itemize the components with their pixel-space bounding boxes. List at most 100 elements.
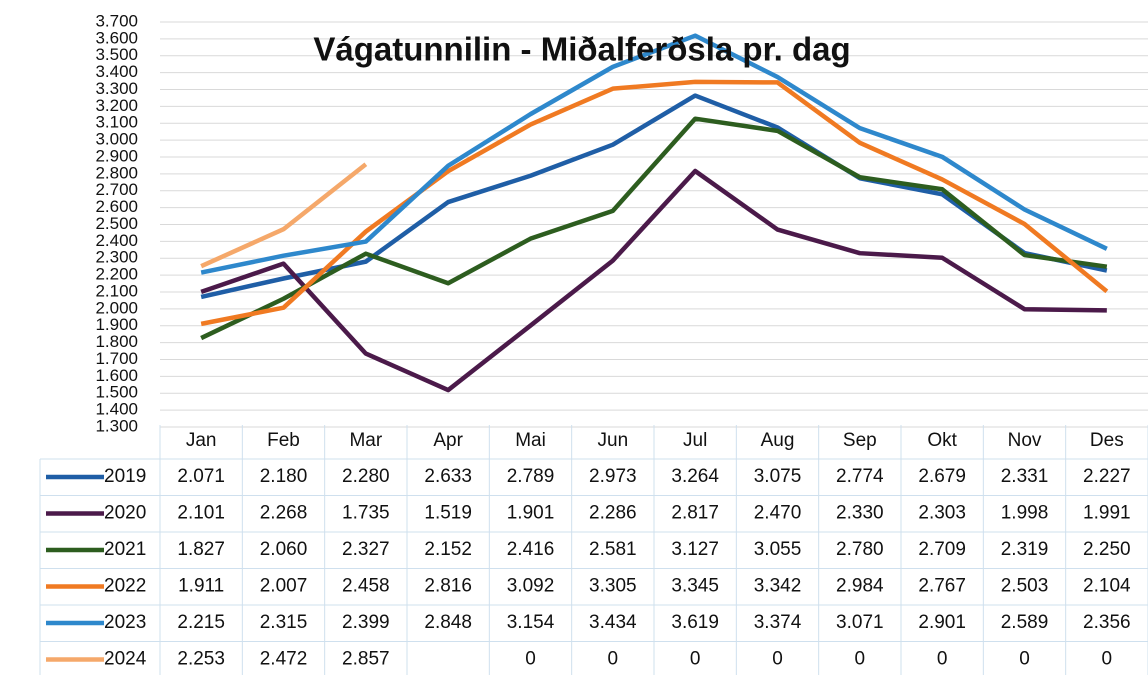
x-tick-label: Feb <box>267 430 300 451</box>
y-tick-label: 3.300 <box>95 79 138 98</box>
table-value: 1.998 <box>1001 503 1049 524</box>
table-value: 2.007 <box>260 576 308 597</box>
x-tick-label: Mai <box>515 430 546 451</box>
table-value: 2.679 <box>918 466 966 487</box>
series-line <box>200 33 1108 275</box>
table-value: 3.071 <box>836 612 884 633</box>
table-value: 3.075 <box>754 466 802 487</box>
table-value: 2.774 <box>836 466 884 487</box>
y-tick-label: 2.400 <box>95 231 138 250</box>
x-tick-label: Mar <box>349 430 382 451</box>
table-value: 2.215 <box>177 612 225 633</box>
y-tick-label: 3.100 <box>95 113 138 132</box>
table-value: 2.973 <box>589 466 637 487</box>
table-value: 2.152 <box>424 539 472 560</box>
table-value: 2.303 <box>918 503 966 524</box>
x-tick-label: Jan <box>186 430 217 451</box>
table-value: 2.709 <box>918 539 966 560</box>
x-tick-label: Des <box>1090 430 1124 451</box>
table-value: 2.589 <box>1001 612 1049 633</box>
table-value: 1.991 <box>1083 503 1131 524</box>
x-tick-label: Apr <box>433 430 463 451</box>
table-value: 2.330 <box>836 503 884 524</box>
table-value: 2.104 <box>1083 576 1131 597</box>
table-value: 0 <box>690 649 701 670</box>
series-line <box>200 93 1108 300</box>
y-tick-label: 1.600 <box>95 366 138 385</box>
legend-label: 2022 <box>104 576 146 597</box>
table-value: 3.264 <box>671 466 719 487</box>
table-value: 1.827 <box>177 539 225 560</box>
table-value: 2.356 <box>1083 612 1131 633</box>
table-value: 2.253 <box>177 649 225 670</box>
table-value: 3.345 <box>671 576 719 597</box>
legend-label: 2024 <box>104 649 147 670</box>
table-value: 2.767 <box>918 576 966 597</box>
table-value: 2.319 <box>1001 539 1049 560</box>
legend-label: 2021 <box>104 539 146 560</box>
table-value: 2.327 <box>342 539 390 560</box>
y-tick-label: 2.600 <box>95 197 138 216</box>
series-line <box>200 162 368 269</box>
table-value: 2.101 <box>177 503 225 524</box>
y-tick-label: 2.900 <box>95 146 138 165</box>
y-tick-label: 2.500 <box>95 214 138 233</box>
table-value: 2.268 <box>260 503 308 524</box>
table-value: 3.342 <box>754 576 802 597</box>
table-value: 3.305 <box>589 576 637 597</box>
table-value: 1.911 <box>178 576 224 597</box>
table-value: 2.399 <box>342 612 390 633</box>
y-tick-label: 3.700 <box>95 11 138 30</box>
y-tick-label: 2.800 <box>95 163 138 182</box>
table-value: 2.472 <box>260 649 308 670</box>
x-tick-label: Aug <box>761 430 795 451</box>
table-value: 2.416 <box>507 539 555 560</box>
table-value: 2.250 <box>1083 539 1131 560</box>
series-line <box>200 168 1107 393</box>
table-value: 2.331 <box>1001 466 1049 487</box>
table-value: 2.780 <box>836 539 884 560</box>
table-value: 2.503 <box>1001 576 1049 597</box>
table-value: 0 <box>1019 649 1030 670</box>
table-value: 2.984 <box>836 576 884 597</box>
table-value: 1.735 <box>342 503 390 524</box>
legend-label: 2020 <box>104 503 146 524</box>
table-value: 2.227 <box>1083 466 1131 487</box>
table-value: 0 <box>1102 649 1113 670</box>
series-line <box>200 116 1108 341</box>
y-tick-label: 2.300 <box>95 248 138 267</box>
table-value: 0 <box>608 649 619 670</box>
x-tick-label: Jun <box>598 430 629 451</box>
y-tick-label: 3.500 <box>95 45 138 64</box>
legend-label: 2019 <box>104 466 146 487</box>
table-value: 2.180 <box>260 466 308 487</box>
table-value: 0 <box>525 649 536 670</box>
table-value: 2.315 <box>260 612 308 633</box>
table-value: 2.581 <box>589 539 637 560</box>
y-tick-label: 2.700 <box>95 180 138 199</box>
x-tick-label: Okt <box>927 430 957 451</box>
table-value: 2.848 <box>424 612 472 633</box>
y-tick-label: 3.200 <box>95 96 138 115</box>
y-tick-label: 2.200 <box>95 265 138 284</box>
y-tick-label: 3.600 <box>95 28 138 47</box>
table-value: 2.470 <box>754 503 802 524</box>
table-value: 3.434 <box>589 612 637 633</box>
table-value: 1.901 <box>507 503 555 524</box>
table-value: 2.816 <box>424 576 472 597</box>
table-value: 3.374 <box>754 612 802 633</box>
legend-label: 2023 <box>104 612 146 633</box>
table-value: 2.817 <box>671 503 719 524</box>
y-tick-label: 1.900 <box>95 315 138 334</box>
y-tick-label: 1.400 <box>95 400 138 419</box>
table-value: 3.055 <box>754 539 802 560</box>
y-tick-label: 2.000 <box>95 298 138 317</box>
y-tick-label: 1.300 <box>95 416 138 435</box>
table-value: 0 <box>937 649 948 670</box>
y-tick-label: 1.700 <box>95 349 138 368</box>
table-value: 1.519 <box>424 503 472 524</box>
x-tick-label: Jul <box>683 430 707 451</box>
table-value: 2.789 <box>507 466 555 487</box>
y-tick-label: 1.800 <box>95 332 138 351</box>
table-value: 3.127 <box>671 539 719 560</box>
